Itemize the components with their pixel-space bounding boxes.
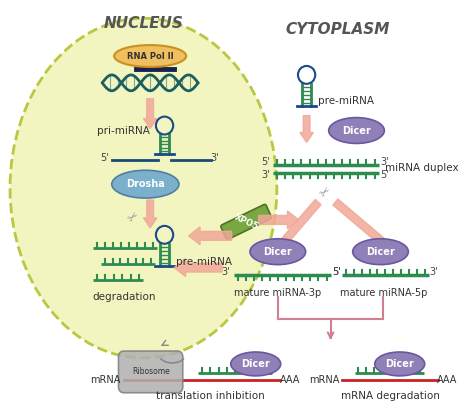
Ellipse shape bbox=[114, 45, 186, 67]
Ellipse shape bbox=[353, 239, 408, 265]
Text: degradation: degradation bbox=[92, 292, 156, 302]
Text: 3': 3' bbox=[381, 157, 389, 167]
Ellipse shape bbox=[375, 352, 425, 376]
Text: 5': 5' bbox=[100, 153, 109, 163]
Text: pre-miRNA: pre-miRNA bbox=[176, 256, 232, 267]
FancyArrow shape bbox=[174, 259, 222, 277]
FancyBboxPatch shape bbox=[118, 351, 183, 393]
Text: Dicer: Dicer bbox=[264, 247, 292, 257]
Text: AAA: AAA bbox=[437, 375, 457, 385]
Text: 5': 5' bbox=[381, 170, 389, 180]
Text: Dicer: Dicer bbox=[385, 359, 414, 369]
Text: 5': 5' bbox=[332, 266, 341, 277]
Text: miRNA duplex: miRNA duplex bbox=[385, 163, 459, 173]
FancyArrow shape bbox=[189, 227, 232, 245]
Text: 3': 3' bbox=[429, 266, 438, 277]
Text: Dicer: Dicer bbox=[342, 126, 371, 135]
FancyArrow shape bbox=[300, 116, 313, 142]
Ellipse shape bbox=[250, 239, 306, 265]
Ellipse shape bbox=[328, 118, 384, 143]
Text: AAA: AAA bbox=[280, 375, 300, 385]
Text: 5': 5' bbox=[261, 157, 270, 167]
Text: Drosha: Drosha bbox=[126, 179, 165, 189]
Text: translation inhibition: translation inhibition bbox=[156, 391, 265, 401]
Text: 5': 5' bbox=[333, 266, 341, 277]
Text: ✂: ✂ bbox=[318, 184, 334, 200]
Text: XPO5: XPO5 bbox=[233, 212, 260, 231]
Text: Dicer: Dicer bbox=[366, 247, 395, 257]
FancyArrow shape bbox=[144, 200, 157, 228]
Text: mRNA: mRNA bbox=[90, 375, 120, 385]
FancyArrow shape bbox=[144, 99, 157, 128]
Text: ✂: ✂ bbox=[126, 209, 142, 226]
Text: CYTOPLASM: CYTOPLASM bbox=[285, 22, 390, 37]
FancyBboxPatch shape bbox=[221, 204, 272, 240]
Text: mature miRNA-3p: mature miRNA-3p bbox=[234, 288, 321, 299]
Ellipse shape bbox=[231, 352, 281, 376]
Text: mRNA: mRNA bbox=[309, 375, 339, 385]
Ellipse shape bbox=[10, 18, 277, 358]
Text: pre-miRNA: pre-miRNA bbox=[318, 96, 374, 106]
Text: NUCLEUS: NUCLEUS bbox=[103, 16, 183, 31]
Text: mature miRNA-5p: mature miRNA-5p bbox=[340, 288, 427, 299]
Text: Ribosome: Ribosome bbox=[132, 368, 170, 376]
Ellipse shape bbox=[112, 170, 179, 198]
Text: 3': 3' bbox=[221, 266, 230, 277]
FancyArrow shape bbox=[259, 211, 299, 229]
Text: mRNA degradation: mRNA degradation bbox=[341, 391, 439, 401]
Text: pri-miRNA: pri-miRNA bbox=[97, 126, 150, 135]
FancyArrow shape bbox=[333, 199, 396, 253]
FancyArrow shape bbox=[273, 199, 321, 254]
Text: Dicer: Dicer bbox=[241, 359, 270, 369]
Text: 3': 3' bbox=[210, 153, 219, 163]
Text: 3': 3' bbox=[262, 170, 270, 180]
Text: RNA Pol II: RNA Pol II bbox=[127, 52, 173, 61]
